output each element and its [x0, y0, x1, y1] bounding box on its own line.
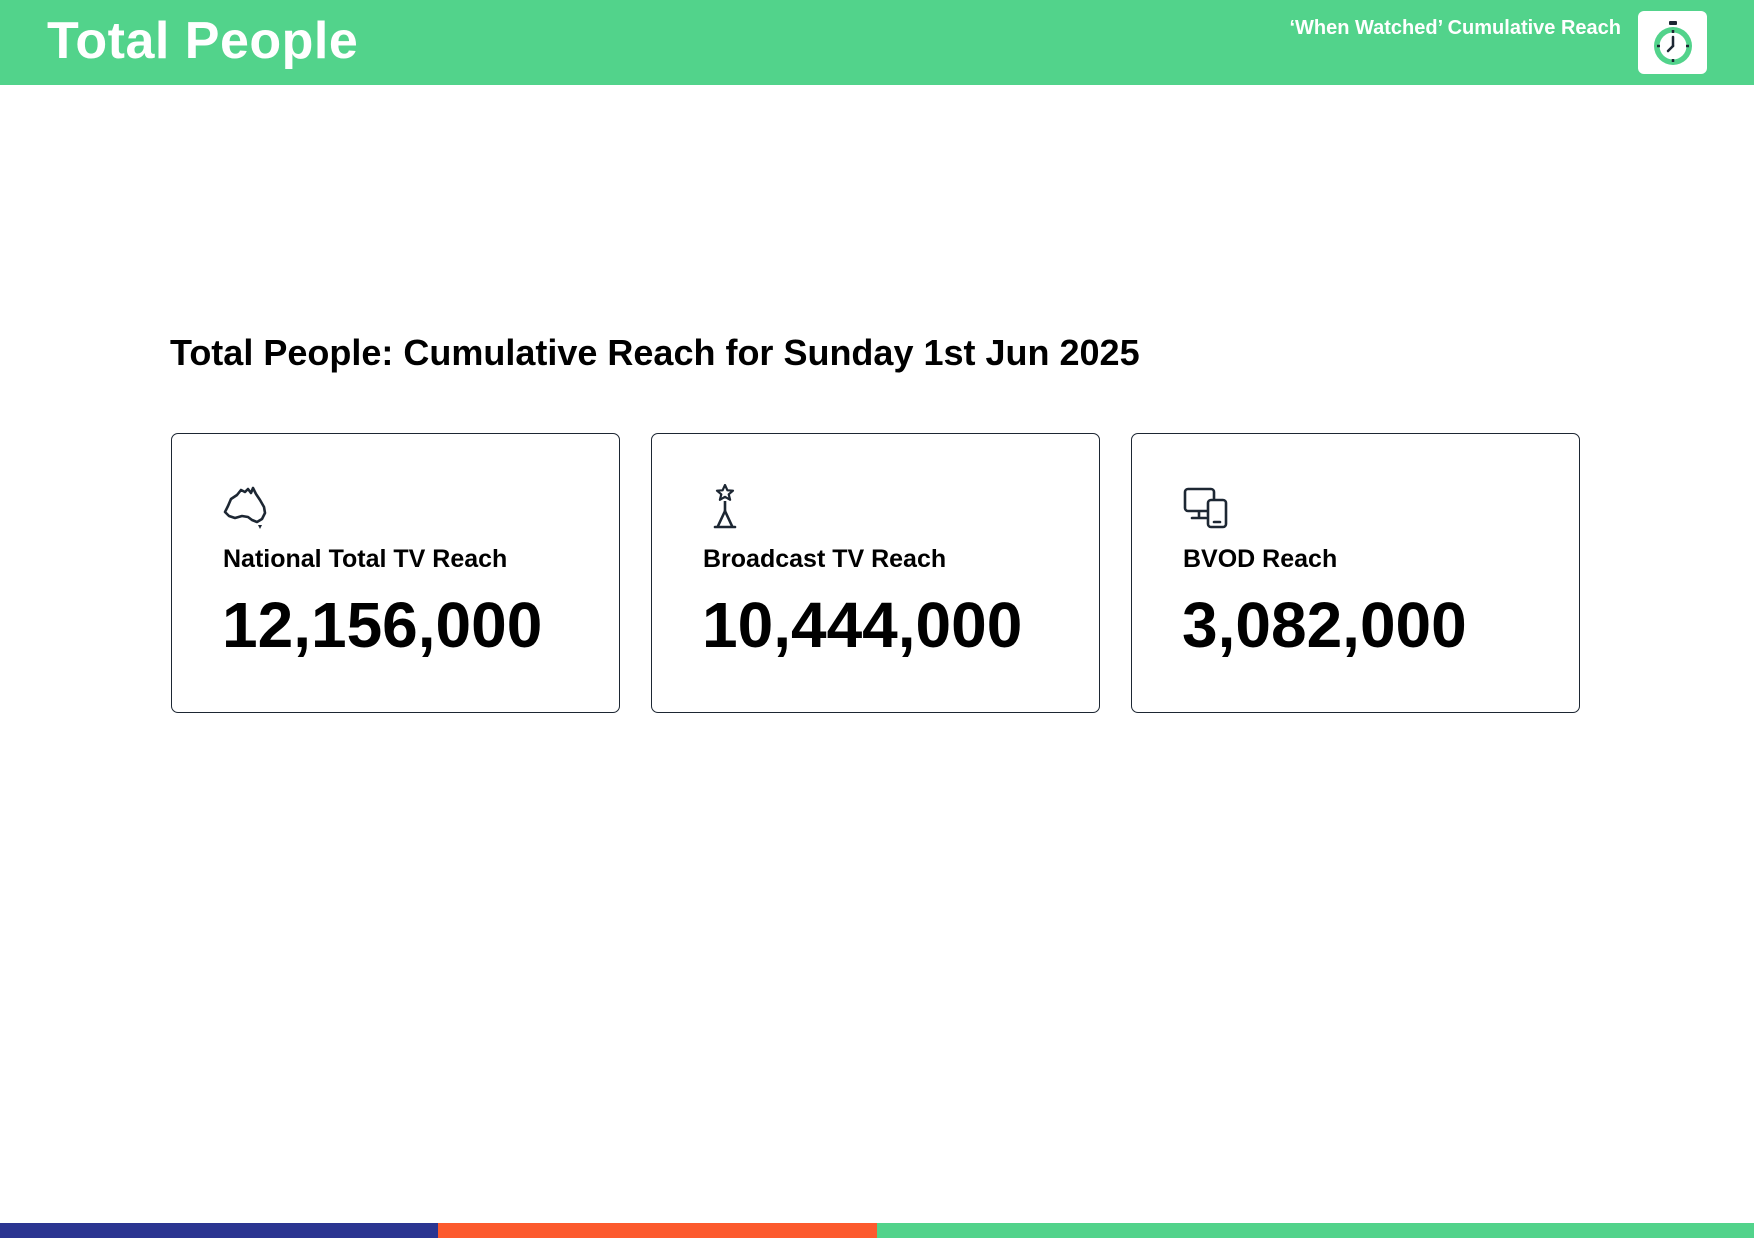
- broadcast-tv-reach-card: Broadcast TV Reach 10,444,000: [651, 433, 1100, 713]
- national-total-tv-reach-card: National Total TV Reach 12,156,000: [171, 433, 620, 713]
- footer-stripe-navy: [0, 1223, 438, 1238]
- card-value: 12,156,000: [222, 589, 543, 661]
- header-bar: Total People ‘When Watched’ Cumulative R…: [0, 0, 1754, 85]
- header-subtitle: ‘When Watched’ Cumulative Reach: [1289, 17, 1621, 39]
- bvod-reach-card: BVOD Reach 3,082,000: [1131, 433, 1580, 713]
- header-title: Total People: [47, 12, 359, 70]
- card-label: National Total TV Reach: [223, 545, 508, 573]
- card-label: Broadcast TV Reach: [703, 545, 947, 573]
- australia-map-icon: [223, 486, 267, 529]
- card-label: BVOD Reach: [1183, 545, 1338, 573]
- stopwatch-icon: [1653, 20, 1692, 65]
- card-value: 10,444,000: [702, 589, 1023, 661]
- footer-stripe-orange: [438, 1223, 877, 1238]
- devices-icon: [1183, 487, 1228, 529]
- page-heading: Total People: Cumulative Reach for Sunda…: [170, 332, 1140, 373]
- footer-stripe-green: [877, 1223, 1754, 1238]
- card-value: 3,082,000: [1182, 589, 1467, 661]
- stopwatch-logo: [1638, 11, 1707, 74]
- broadcast-tower-icon: [713, 484, 737, 529]
